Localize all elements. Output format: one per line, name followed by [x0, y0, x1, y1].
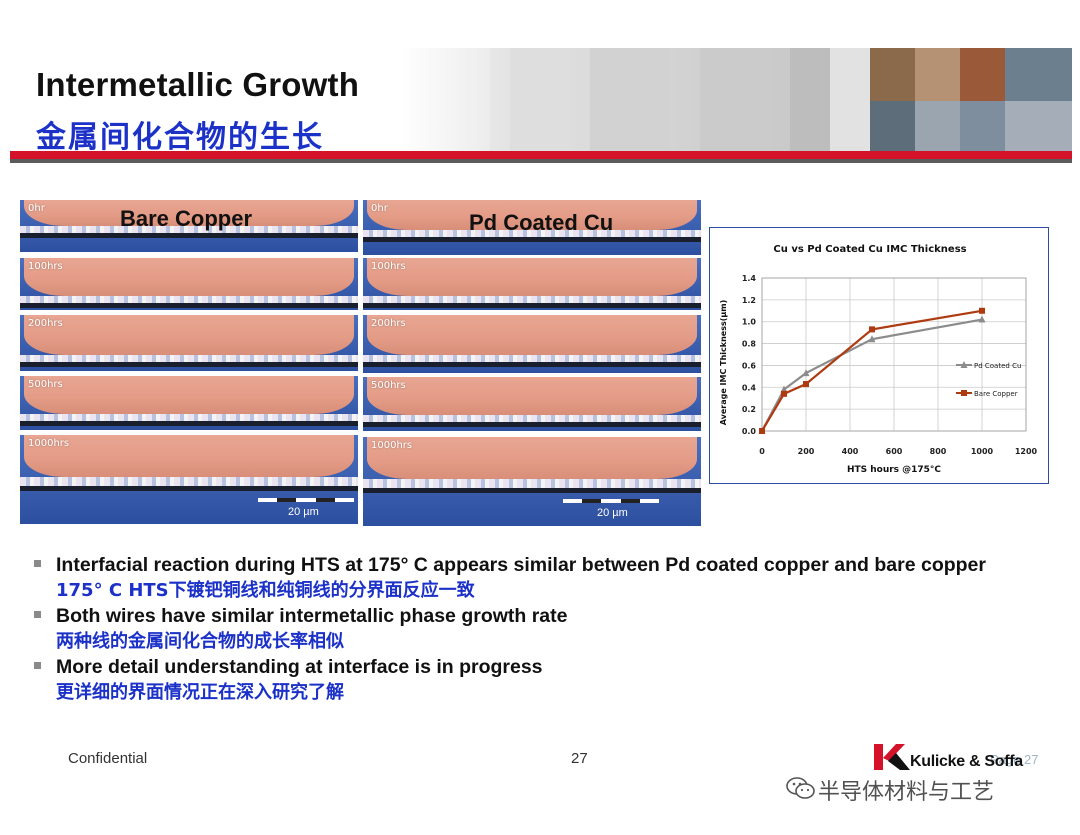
data-point	[869, 326, 875, 333]
data-point	[979, 307, 985, 314]
chart-svg: Cu vs Pd Coated Cu IMC Thickness 0.0 0.2 0.…	[719, 244, 1038, 475]
bullet-marker	[34, 611, 41, 618]
title-divider-red	[10, 151, 1072, 159]
x-tick-label: 600	[886, 447, 903, 456]
bullet-text-en: Both wires have similar intermetallic ph…	[56, 605, 568, 627]
scale-bar	[563, 499, 660, 503]
bare-copper-heading: Bare Copper	[120, 206, 253, 231]
y-tick-label: 1.0	[742, 318, 757, 327]
x-axis-label: HTS hours @175°C	[847, 465, 941, 475]
data-point	[781, 390, 787, 397]
title-divider-gray	[10, 159, 1072, 163]
wechat-watermark: 半导体材料与工艺	[818, 780, 995, 805]
panel-time-label: 200hrs	[28, 318, 63, 329]
bullet-text-en: Interfacial reaction during HTS at 175° …	[56, 554, 986, 576]
micrograph-panel: 200hrs	[363, 315, 701, 373]
micrograph-panel: 1000hrs 20 µm	[20, 435, 358, 524]
y-tick-label: 0.6	[742, 361, 757, 370]
micrograph-panel: 100hrs	[363, 258, 701, 310]
scale-bar-label: 20 µm	[288, 506, 319, 518]
panel-time-label: 200hrs	[371, 318, 406, 329]
micrograph-panel: 200hrs	[20, 315, 358, 371]
y-tick-label: 1.2	[742, 296, 756, 305]
y-tick-label: 0.0	[742, 427, 757, 436]
y-tick-label: 0.4	[742, 383, 757, 392]
x-tick-label: 400	[842, 447, 859, 456]
panel-time-label: 100hrs	[371, 261, 406, 272]
data-point	[803, 381, 809, 388]
legend-marker	[961, 390, 967, 396]
page-number-ghost: Page 27	[990, 752, 1039, 767]
bullet-text-en: More detail understanding at interface i…	[56, 656, 543, 678]
x-tick-label: 800	[930, 447, 947, 456]
panel-time-label: 0hr	[371, 203, 388, 214]
header-photo-banner	[400, 48, 1072, 154]
y-tick-label: 0.8	[742, 340, 757, 349]
plot-frame	[761, 277, 1027, 432]
panel-time-label: 500hrs	[28, 379, 63, 390]
legend-label: Bare Copper	[974, 390, 1018, 398]
micrograph-panel: 500hrs	[363, 377, 701, 431]
x-tick-label: 1200	[1015, 447, 1038, 456]
panel-time-label: 1000hrs	[371, 440, 413, 451]
y-tick-label: 1.4	[742, 274, 757, 283]
pd-coated-heading: Pd Coated Cu	[469, 210, 614, 235]
panel-time-label: 100hrs	[28, 261, 63, 272]
micrograph-panel: 0hr Pd Coated Cu	[363, 200, 701, 255]
bullet-text-zh: 两种线的金属间化合物的成长率相似	[56, 631, 344, 652]
panel-time-label: 500hrs	[371, 380, 406, 391]
legend-label: Pd Coated Cu	[974, 362, 1021, 370]
kns-logo-icon	[874, 744, 910, 770]
legend-marker	[960, 361, 968, 368]
micrograph-panel: 1000hrs 20 µm	[363, 437, 701, 526]
panel-time-label: 1000hrs	[28, 438, 70, 449]
page-title: Intermetallic Growth	[36, 66, 360, 103]
brand-name: Kulicke & Soffa	[910, 753, 1023, 770]
x-tick-label: 1000	[971, 447, 994, 456]
wechat-icon	[786, 777, 815, 799]
y-tick-label: 0.2	[742, 405, 756, 414]
data-point	[780, 385, 788, 393]
bullet-marker	[34, 560, 41, 567]
micrograph-panel: 0hr Bare Copper	[20, 200, 358, 252]
data-point	[978, 315, 986, 323]
micrograph-panel: 100hrs	[20, 258, 358, 310]
bullet-text-zh: 175° C HTS下镀钯铜线和纯铜线的分界面反应一致	[56, 580, 475, 601]
scale-bar-label: 20 µm	[597, 507, 628, 519]
bullet-marker	[34, 662, 41, 669]
y-axis-label: Average IMC Thickness(µm)	[719, 300, 728, 426]
x-tick-label: 200	[798, 447, 815, 456]
bullet-item: Interfacial reaction during HTS at 175° …	[32, 553, 1042, 604]
micrograph-panel: 500hrs	[20, 376, 358, 430]
page-subtitle: 金属间化合物的生长	[36, 120, 324, 155]
data-point	[868, 335, 876, 343]
confidential-label: Confidential	[68, 750, 148, 767]
scale-bar	[258, 498, 355, 502]
data-point	[802, 369, 810, 377]
x-tick-label: 0	[759, 447, 765, 456]
data-point	[759, 428, 765, 434]
bullet-item: More detail understanding at interface i…	[32, 655, 1042, 706]
page-number: 27	[571, 750, 588, 767]
chart-title: Cu vs Pd Coated Cu IMC Thickness	[773, 244, 966, 255]
panel-time-label: 0hr	[28, 203, 45, 214]
bullet-item: Both wires have similar intermetallic ph…	[32, 604, 1042, 655]
bullet-text-zh: 更详细的界面情况正在深入研究了解	[56, 682, 344, 703]
imc-thickness-chart: Cu vs Pd Coated Cu IMC Thickness 0.0 0.2 0.…	[709, 227, 1049, 484]
bullet-list: Interfacial reaction during HTS at 175° …	[32, 553, 1042, 706]
